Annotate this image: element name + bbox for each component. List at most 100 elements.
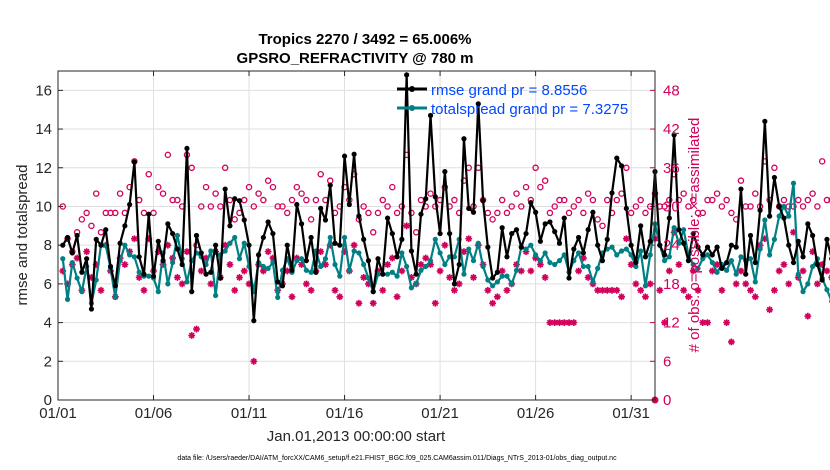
possible-obs-marker — [718, 203, 726, 210]
assimilated-obs-marker — [680, 286, 688, 294]
totalspread-point — [442, 261, 448, 268]
possible-obs-marker — [828, 197, 830, 203]
assimilated-obs-marker — [661, 319, 668, 326]
totalspread-point — [547, 259, 553, 266]
assimilated-obs-marker — [532, 254, 539, 262]
totalspread-point — [184, 279, 190, 285]
rmse-point — [341, 153, 348, 159]
possible-obs-marker — [537, 183, 544, 191]
possible-obs-marker — [283, 209, 291, 217]
rmse-point — [819, 277, 825, 283]
rmse-point — [509, 230, 515, 237]
totalspread-point — [112, 294, 118, 301]
rmse-point — [389, 230, 395, 237]
possible-obs-marker — [713, 190, 721, 197]
possible-obs-marker — [288, 196, 296, 204]
y-tick-label: 2 — [44, 353, 52, 370]
x-tick-labels: 01/01 01/06 01/11 01/16 01/21 01/26 01/31 — [39, 405, 650, 422]
assimilated-obs-marker — [751, 293, 759, 301]
assimilated-obs-marker — [809, 248, 817, 256]
rmse-point — [599, 258, 606, 264]
assimilated-obs-marker — [59, 267, 67, 275]
totalspread-point — [146, 273, 152, 279]
rmse-point — [236, 198, 243, 204]
rmse-point — [404, 72, 410, 78]
totalspread-point — [470, 258, 477, 264]
possible-obs-marker — [814, 203, 821, 210]
possible-obs-marker — [369, 229, 377, 236]
assimilated-obs-marker — [470, 274, 477, 281]
totalspread-point — [747, 256, 754, 262]
totalspread-point — [528, 242, 534, 248]
assimilated-obs-marker — [613, 286, 621, 294]
rmse-point — [556, 240, 563, 246]
assimilated-obs-marker — [790, 228, 797, 236]
rmse-point — [361, 236, 367, 242]
rmse-point — [93, 236, 99, 242]
rmse-point — [146, 211, 152, 217]
possible-obs-marker — [164, 151, 172, 159]
rmse-point — [771, 174, 778, 181]
totalspread-point — [332, 261, 338, 268]
possible-obs-marker — [637, 196, 644, 204]
rmse-point — [294, 201, 300, 208]
possible-obs-marker — [804, 196, 812, 204]
rmse-point — [103, 227, 109, 233]
y2-tick-label: 0 — [663, 392, 671, 409]
rmse-point — [370, 289, 376, 295]
totalspread-point — [466, 246, 472, 252]
assimilated-obs-marker — [565, 319, 573, 326]
rmse-point — [671, 132, 677, 138]
totalspread-point — [318, 263, 324, 270]
rmse-point — [131, 159, 138, 165]
assimilated-obs-marker — [704, 319, 711, 326]
possible-obs-marker — [551, 203, 558, 210]
assimilated-obs-marker — [240, 267, 248, 275]
possible-obs-marker — [245, 183, 253, 191]
rmse-point — [790, 259, 797, 266]
assimilated-obs-marker — [250, 357, 258, 365]
assimilated-obs-marker — [398, 267, 406, 275]
rmse-point — [318, 205, 324, 212]
rmse-point — [552, 229, 558, 235]
totalspread-point — [232, 234, 238, 241]
rmse-point — [470, 209, 477, 215]
totalspread-point — [127, 252, 133, 258]
rmse-point — [127, 201, 133, 208]
possible-obs-marker — [221, 164, 229, 172]
totalspread-point — [308, 269, 314, 275]
totalspread-point — [752, 279, 758, 285]
assimilated-obs-marker — [193, 325, 200, 333]
rmse-point — [322, 217, 329, 223]
assimilated-obs-marker — [331, 286, 339, 294]
totalspread-point — [509, 281, 515, 287]
rmse-point — [814, 261, 820, 268]
rmse-point — [69, 250, 75, 256]
data-file-footer: data file: /Users/raeder/DAI/ATM_forcXX/… — [177, 455, 617, 462]
rmse-point — [456, 261, 462, 268]
y2-tick-labels: 0 6 12 18 24 30 36 42 48 — [663, 82, 680, 409]
rmse-point — [112, 283, 118, 289]
totalspread-point — [709, 259, 715, 266]
possible-obs-marker — [88, 222, 95, 230]
assimilated-obs-marker — [135, 274, 143, 281]
assimilated-obs-marker — [489, 299, 497, 307]
assimilated-obs-marker — [374, 267, 382, 275]
possible-obs-marker — [174, 196, 181, 204]
rmse-point — [642, 254, 649, 260]
assimilated-obs-marker — [455, 280, 463, 288]
possible-obs-marker — [771, 164, 778, 172]
totalspread-point — [351, 248, 357, 254]
rmse-point — [485, 244, 491, 250]
assimilated-obs-marker — [154, 248, 162, 256]
rmse-point — [810, 232, 816, 239]
totalspread-point — [704, 252, 711, 258]
rmse-point — [590, 209, 596, 215]
assimilated-obs-marker — [656, 286, 664, 294]
rmse-point — [437, 230, 443, 237]
x-tick-label: 01/06 — [135, 405, 173, 422]
assimilated-obs-marker — [164, 241, 172, 249]
assimilated-obs-marker — [627, 261, 635, 268]
assimilated-obs-marker — [718, 286, 726, 294]
rmse-point — [122, 223, 128, 229]
